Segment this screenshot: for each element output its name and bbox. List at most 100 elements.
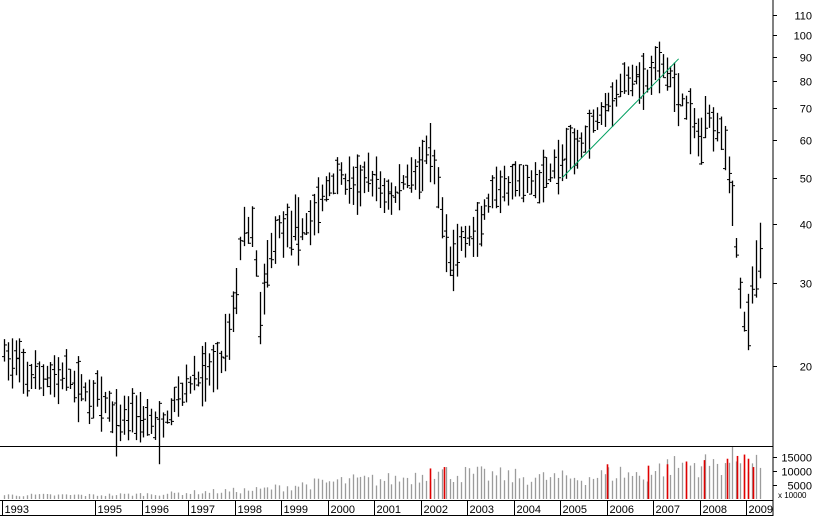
price-bar <box>308 200 313 246</box>
price-bar <box>335 157 340 195</box>
price-bar <box>579 132 584 158</box>
price-bar <box>269 232 274 269</box>
price-bar <box>52 355 57 398</box>
price-bar <box>479 205 484 247</box>
time-tick-label: 2001 <box>377 504 401 516</box>
price-bar <box>339 162 344 185</box>
price-bar <box>750 266 755 304</box>
price-bar <box>634 65 639 85</box>
price-bar <box>517 164 522 197</box>
price-tick-label: 20 <box>800 362 812 374</box>
price-bar <box>17 338 22 383</box>
price-bar <box>657 41 662 94</box>
price-bar <box>417 146 422 200</box>
price-tick-label: 110 <box>794 11 812 23</box>
price-tick-label: 40 <box>800 220 812 232</box>
price-bar <box>591 109 596 133</box>
price-bar <box>610 82 615 127</box>
price-bar <box>668 66 673 88</box>
price-axis-ticks: 20 30 40 50 60 70 80 90 100 110 <box>773 11 812 374</box>
time-tick-label: 1997 <box>191 504 215 516</box>
price-bar <box>289 210 294 256</box>
price-bar <box>393 186 398 203</box>
price-bar <box>397 164 402 211</box>
price-bar <box>343 173 348 195</box>
price-tick-label: 30 <box>800 279 812 291</box>
price-tick-label: 100 <box>794 31 812 43</box>
price-bar <box>641 52 646 110</box>
time-tick-label: 2000 <box>331 504 355 516</box>
price-bar <box>107 390 112 422</box>
price-bar <box>754 240 759 298</box>
price-bar <box>459 226 464 251</box>
price-bar <box>126 396 131 441</box>
price-bar <box>413 159 418 190</box>
price-bar <box>68 368 73 390</box>
price-bar <box>281 211 286 258</box>
price-bar <box>606 92 611 112</box>
price-bar <box>324 176 329 202</box>
price-bar <box>192 355 197 391</box>
price-bar <box>544 157 549 188</box>
price-bar <box>630 64 635 97</box>
price-bar <box>316 177 321 234</box>
price-bar <box>250 206 255 247</box>
price-bar <box>99 376 104 432</box>
price-bar <box>649 55 654 95</box>
price-bar <box>118 404 123 442</box>
price-bar <box>285 203 290 248</box>
price-bar <box>428 122 433 183</box>
price-bar <box>738 277 743 309</box>
price-bar <box>203 342 208 402</box>
price-bar <box>304 213 309 236</box>
time-tick-label: 2002 <box>424 504 448 516</box>
price-bar <box>219 350 224 374</box>
price-bar <box>157 401 162 465</box>
price-bar <box>25 361 30 397</box>
price-bar <box>312 193 317 236</box>
price-bar <box>6 342 11 381</box>
time-tick-label: 2006 <box>610 504 634 516</box>
price-bar <box>72 370 77 403</box>
price-bar <box>141 406 146 438</box>
price-bar <box>537 169 542 204</box>
price-bar <box>451 229 456 292</box>
price-bar <box>583 125 588 153</box>
price-bar <box>378 171 383 209</box>
price-tick-label: 80 <box>800 77 812 89</box>
price-bar <box>746 293 751 351</box>
price-bar <box>254 250 259 277</box>
price-bar <box>211 344 216 393</box>
price-bar <box>79 374 84 402</box>
price-bar <box>103 391 108 414</box>
price-bar <box>463 225 468 258</box>
time-tick-label: 2007 <box>656 504 680 516</box>
price-bar <box>2 339 7 362</box>
price-bar <box>83 382 88 402</box>
price-bar <box>366 152 371 192</box>
time-tick-label: 1999 <box>284 504 308 516</box>
price-bar <box>734 237 739 258</box>
price-bar <box>440 197 445 239</box>
price-bar <box>521 164 526 203</box>
time-tick-label: 1995 <box>98 504 122 516</box>
price-bar <box>172 386 177 413</box>
price-bar <box>424 135 429 165</box>
price-bars <box>2 41 763 465</box>
price-bar <box>475 202 480 257</box>
volume-unit-label: x 10000 <box>778 491 807 500</box>
price-bar <box>196 371 201 387</box>
price-bar <box>10 338 15 389</box>
price-bar <box>262 263 267 315</box>
price-bar <box>273 216 278 264</box>
price-bar <box>293 194 298 241</box>
price-bar <box>455 223 460 277</box>
price-bar <box>29 363 34 390</box>
price-bar <box>672 62 677 112</box>
price-bar <box>513 161 518 197</box>
price-bar <box>234 268 239 315</box>
price-bar <box>347 156 352 204</box>
time-tick-label: 2005 <box>563 504 587 516</box>
price-bar <box>490 175 495 209</box>
price-bar <box>560 144 565 182</box>
